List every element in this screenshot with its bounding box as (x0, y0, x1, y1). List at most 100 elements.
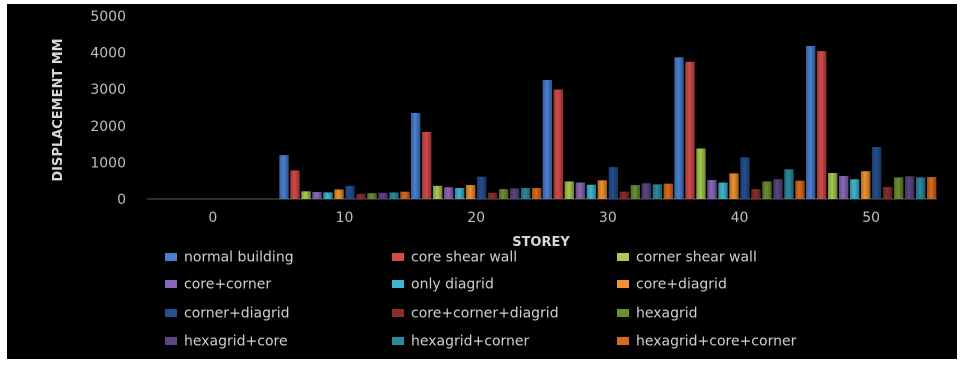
bar (378, 192, 388, 199)
bar (762, 181, 772, 199)
bar (432, 185, 443, 199)
bar (498, 189, 509, 199)
bar (751, 189, 761, 199)
legend-label: core shear wall (411, 250, 517, 266)
y-axis: 0 1000 2000 3000 4000 5000 (90, 9, 126, 208)
bar (926, 177, 937, 199)
bar (773, 179, 783, 199)
bar (345, 185, 355, 199)
bar (860, 171, 871, 199)
bar (795, 180, 805, 199)
bar (553, 89, 564, 199)
legend-swatch (392, 253, 404, 261)
bar (301, 191, 311, 199)
bar (630, 185, 641, 199)
legend-label: only diagrid (411, 277, 494, 293)
bar (465, 185, 476, 199)
legend-swatch (392, 309, 404, 317)
legend-swatch (617, 280, 629, 288)
bar (586, 184, 597, 199)
x-tick-label: 10 (336, 210, 354, 226)
bar (685, 61, 695, 199)
y-axis-title: DISPLACEMENT MM (51, 38, 66, 181)
x-tick-label: 40 (731, 210, 749, 226)
legend-swatch (617, 337, 629, 345)
legend: normal building core shear wall corner she… (165, 250, 797, 350)
bar (784, 169, 794, 199)
bar (641, 183, 652, 199)
bar (421, 132, 432, 199)
legend-swatch (392, 280, 404, 288)
chart-frame: 0 1000 2000 3000 4000 5000 0 10 20 30 40 50 DISPLA… (7, 4, 957, 359)
legend-swatch (165, 309, 177, 317)
bar (871, 147, 882, 199)
legend-label: core+diagrid (636, 277, 727, 293)
x-tick-label: 30 (599, 210, 617, 226)
legend-label: normal building (184, 250, 294, 266)
bar (718, 182, 728, 199)
bar (389, 192, 399, 199)
bar (608, 167, 619, 199)
bar (827, 173, 838, 199)
bar (696, 148, 706, 199)
legend-swatch (165, 253, 177, 261)
y-tick-label: 3000 (90, 82, 126, 98)
bar-series-group (279, 46, 937, 200)
bar (531, 188, 542, 199)
bar (487, 192, 498, 199)
bar (729, 173, 739, 199)
legend-swatch (617, 253, 629, 261)
bar (849, 179, 860, 199)
y-tick-label: 5000 (90, 9, 126, 25)
bar (443, 187, 454, 199)
x-tick-label: 20 (467, 210, 485, 226)
x-tick-label: 0 (208, 210, 217, 226)
bar (575, 182, 586, 199)
bar (476, 176, 487, 199)
legend-label: core+corner+diagrid (411, 306, 559, 322)
bar (542, 80, 553, 199)
bar (454, 188, 465, 199)
bar (652, 184, 663, 199)
legend-label: hexagrid+corner (411, 334, 530, 350)
bar (279, 155, 289, 199)
legend-swatch (617, 309, 629, 317)
bar (904, 176, 915, 199)
bar (400, 191, 410, 199)
bar (410, 112, 421, 199)
bar (663, 183, 674, 199)
y-tick-label: 0 (117, 192, 126, 208)
bar (740, 157, 750, 199)
bar (805, 46, 816, 200)
bar (312, 192, 322, 199)
bar (564, 181, 575, 199)
legend-swatch (165, 337, 177, 345)
y-tick-label: 2000 (90, 119, 126, 135)
bar (619, 191, 630, 199)
bar (816, 51, 827, 199)
x-tick-label: 50 (862, 210, 880, 226)
bar (356, 193, 366, 199)
legend-swatch (165, 280, 177, 288)
legend-label: hexagrid+core (184, 334, 288, 350)
legend-label: core+corner (184, 277, 271, 293)
bar (674, 57, 684, 199)
y-tick-label: 1000 (90, 155, 126, 171)
bar (290, 170, 300, 199)
bar (520, 188, 531, 199)
bar (838, 175, 849, 199)
bar (597, 180, 608, 199)
bar (882, 186, 893, 199)
legend-label: corner shear wall (636, 250, 757, 266)
bar (509, 188, 520, 199)
legend-label: hexagrid (636, 306, 698, 322)
bar (915, 177, 926, 199)
legend-label: corner+diagrid (184, 306, 290, 322)
y-tick-label: 4000 (90, 46, 126, 62)
bar (893, 177, 904, 199)
bar (334, 189, 344, 199)
bar (707, 179, 717, 199)
bar (367, 193, 377, 199)
x-axis-title: STOREY (512, 235, 570, 250)
displacement-bar-chart: 0 1000 2000 3000 4000 5000 0 10 20 30 40 50 DISPLA… (51, 9, 937, 350)
